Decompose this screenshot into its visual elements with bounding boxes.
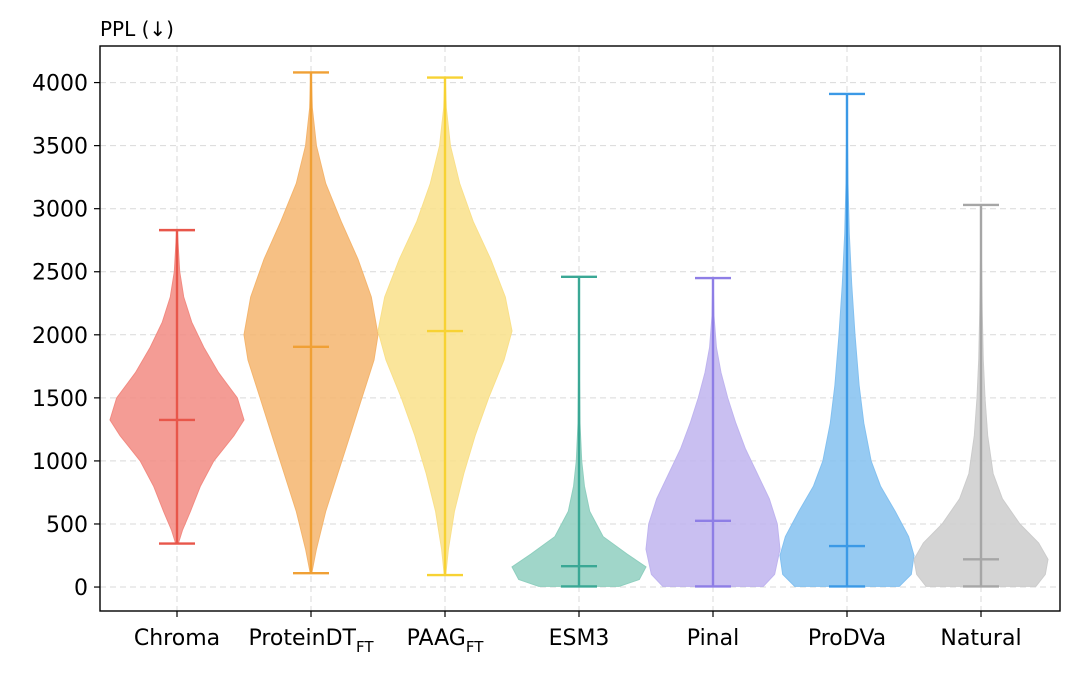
y-tick-label: 3500 <box>32 135 88 160</box>
y-tick-label: 3000 <box>32 198 88 223</box>
violin-layer <box>109 71 1049 588</box>
x-tick-label: ProteinDTFT <box>248 626 374 656</box>
x-tick-label: Chroma <box>134 626 220 651</box>
y-axis-ticks: 0 500 1000 1500 2000 2500 3000 3500 4000 <box>32 72 100 601</box>
x-tick-label: Pinal <box>687 626 739 651</box>
y-tick-label: 4000 <box>32 72 88 97</box>
y-tick-label: 2500 <box>32 261 88 286</box>
plot-frame <box>99 45 1061 612</box>
x-tick-label: Natural <box>940 626 1021 651</box>
y-tick-label: 1000 <box>32 450 88 475</box>
y-tick-label: 2000 <box>32 324 88 349</box>
x-axis-ticks: Chroma ProteinDTFT PAAGFT ESM3 Pinal ProDVa Na… <box>134 611 1022 656</box>
y-tick-label: 0 <box>74 576 88 601</box>
x-tick-label: ProDVa <box>808 626 886 651</box>
x-tick-label: PAAGFT <box>407 626 485 656</box>
y-axis-title: PPL (↓) <box>100 17 174 41</box>
y-tick-label: 1500 <box>32 387 88 412</box>
y-tick-label: 500 <box>46 513 88 538</box>
x-tick-label: ESM3 <box>549 626 610 651</box>
